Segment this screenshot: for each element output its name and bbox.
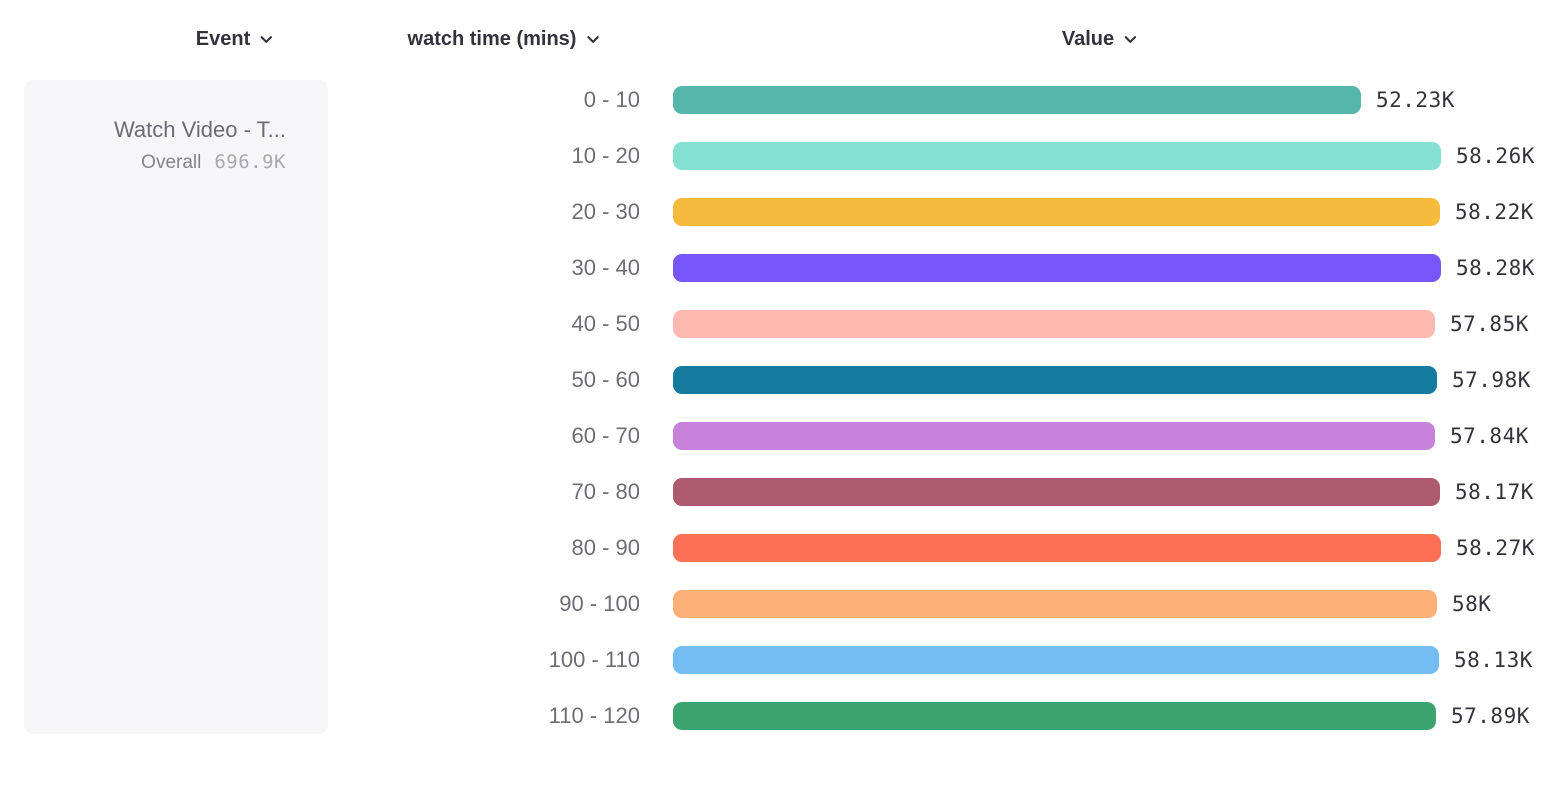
chart-row: 10 - 20 58.26K xyxy=(340,128,1568,184)
value-bar[interactable] xyxy=(673,366,1437,394)
value-label: 58K xyxy=(1452,592,1492,616)
value-label: 58.17K xyxy=(1455,480,1534,504)
value-label: 57.98K xyxy=(1452,368,1531,392)
value-bar[interactable] xyxy=(673,478,1440,506)
value-label: 58.13K xyxy=(1454,648,1533,672)
value-bar[interactable] xyxy=(673,310,1435,338)
bucket-label: 90 - 100 xyxy=(559,591,640,616)
event-title: Watch Video - T... xyxy=(113,117,286,142)
chart-row: 20 - 30 58.22K xyxy=(340,184,1568,240)
event-column-label: Event xyxy=(195,28,251,50)
chevron-down-icon xyxy=(585,32,600,47)
value-label: 58.22K xyxy=(1455,200,1534,224)
chart-row: 110 - 120 57.89K xyxy=(340,688,1568,744)
bucket-label: 50 - 60 xyxy=(571,367,641,392)
value-bar[interactable] xyxy=(673,702,1436,730)
value-bar[interactable] xyxy=(673,646,1439,674)
chart-row: 30 - 40 58.28K xyxy=(340,240,1568,296)
value-bar[interactable] xyxy=(673,142,1441,170)
value-label: 52.23K xyxy=(1376,88,1455,112)
event-card[interactable]: Watch Video - T... Overall 696.9K xyxy=(24,80,328,734)
breakdown-column-header[interactable]: watch time (mins) xyxy=(408,28,601,51)
value-label: 57.85K xyxy=(1450,312,1529,336)
chart-row: 90 - 100 58K xyxy=(340,576,1568,632)
value-bar[interactable] xyxy=(673,254,1441,282)
bucket-label: 110 - 120 xyxy=(548,703,640,728)
value-column-header[interactable]: Value xyxy=(1062,28,1138,51)
value-bar[interactable] xyxy=(673,86,1361,114)
bucket-label: 20 - 30 xyxy=(571,199,641,224)
value-label: 58.27K xyxy=(1456,536,1535,560)
value-label: 58.28K xyxy=(1456,256,1535,280)
overall-label: Overall xyxy=(141,151,202,173)
bucket-label: 60 - 70 xyxy=(571,423,641,448)
bucket-label: 0 - 10 xyxy=(583,87,640,112)
value-bar[interactable] xyxy=(673,422,1435,450)
chart-row: 80 - 90 58.27K xyxy=(340,520,1568,576)
chart-row: 60 - 70 57.84K xyxy=(340,408,1568,464)
chart-row: 100 - 110 58.13K xyxy=(340,632,1568,688)
value-label: 57.84K xyxy=(1450,424,1529,448)
value-bar[interactable] xyxy=(673,198,1440,226)
chart-row: 50 - 60 57.98K xyxy=(340,352,1568,408)
bucket-label: 100 - 110 xyxy=(548,647,640,672)
bucket-label: 70 - 80 xyxy=(571,479,641,504)
bucket-label: 10 - 20 xyxy=(571,143,641,168)
chart-row: 0 - 10 52.23K xyxy=(340,72,1568,128)
chevron-down-icon xyxy=(1123,32,1138,47)
event-overall-row: Overall 696.9K xyxy=(44,151,286,174)
bucket-label: 30 - 40 xyxy=(571,255,641,280)
value-label: 58.26K xyxy=(1456,144,1535,168)
chart-row: 70 - 80 58.17K xyxy=(340,464,1568,520)
breakdown-column-label: watch time (mins) xyxy=(407,28,577,50)
bar-chart: 0 - 10 52.23K 10 - 20 58.26K 20 - 30 58.… xyxy=(340,72,1568,744)
bucket-label: 40 - 50 xyxy=(571,311,641,336)
chevron-down-icon xyxy=(259,32,274,47)
bucket-label: 80 - 90 xyxy=(571,535,641,560)
value-bar[interactable] xyxy=(673,590,1437,618)
overall-value: 696.9K xyxy=(214,150,286,173)
value-bar[interactable] xyxy=(673,534,1441,562)
event-column-header[interactable]: Event xyxy=(196,28,274,51)
chart-row: 40 - 50 57.85K xyxy=(340,296,1568,352)
value-label: 57.89K xyxy=(1451,704,1530,728)
value-column-label: Value xyxy=(1061,28,1115,50)
